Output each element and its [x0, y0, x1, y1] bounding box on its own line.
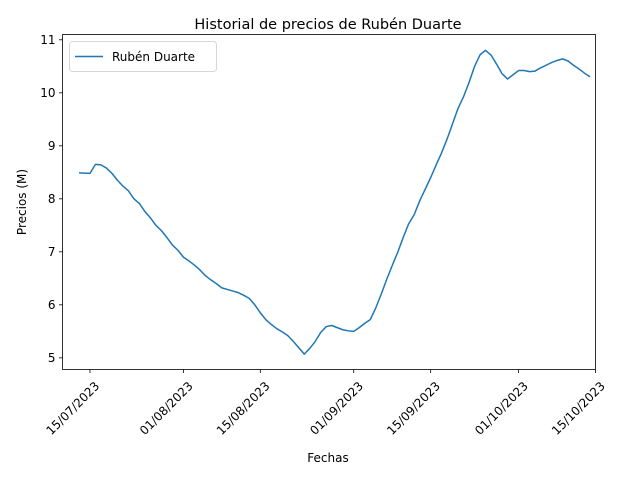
x-tick-label: 15/09/2023 — [384, 379, 443, 438]
y-tick-label: 9 — [48, 139, 56, 153]
y-axis-ticks: 5 6 7 8 9 10 11 — [40, 33, 63, 365]
x-tick-label: 01/09/2023 — [307, 379, 366, 438]
y-tick-label: 11 — [40, 33, 55, 47]
chart-title: Historial de precios de Rubén Duarte — [194, 17, 461, 33]
y-tick-label: 10 — [40, 86, 55, 100]
x-tick-label: 15/08/2023 — [214, 379, 273, 438]
legend-entry-ruben-duarte: Rubén Duarte — [112, 50, 195, 64]
y-axis-label: Precios (M) — [15, 169, 29, 235]
y-tick-label: 6 — [48, 298, 56, 312]
x-tick-label: 15/07/2023 — [44, 379, 103, 438]
x-tick-label: 01/10/2023 — [472, 379, 531, 438]
legend: Rubén Duarte — [69, 41, 217, 72]
y-tick-label: 5 — [48, 351, 56, 365]
x-tick-label: 15/10/2023 — [549, 379, 608, 438]
plot-area — [62, 34, 596, 370]
y-tick-label: 7 — [48, 245, 56, 259]
x-axis-ticks: 15/07/2023 01/08/2023 15/08/2023 01/09/2023… — [44, 369, 608, 438]
series-layer — [78, 49, 591, 355]
plot-frame — [62, 34, 596, 370]
legend-box — [69, 41, 217, 72]
x-tick-label: 01/08/2023 — [137, 379, 196, 438]
x-axis-label: Fechas — [307, 451, 348, 465]
y-tick-label: 8 — [48, 192, 56, 206]
series-line-0 — [78, 49, 591, 355]
